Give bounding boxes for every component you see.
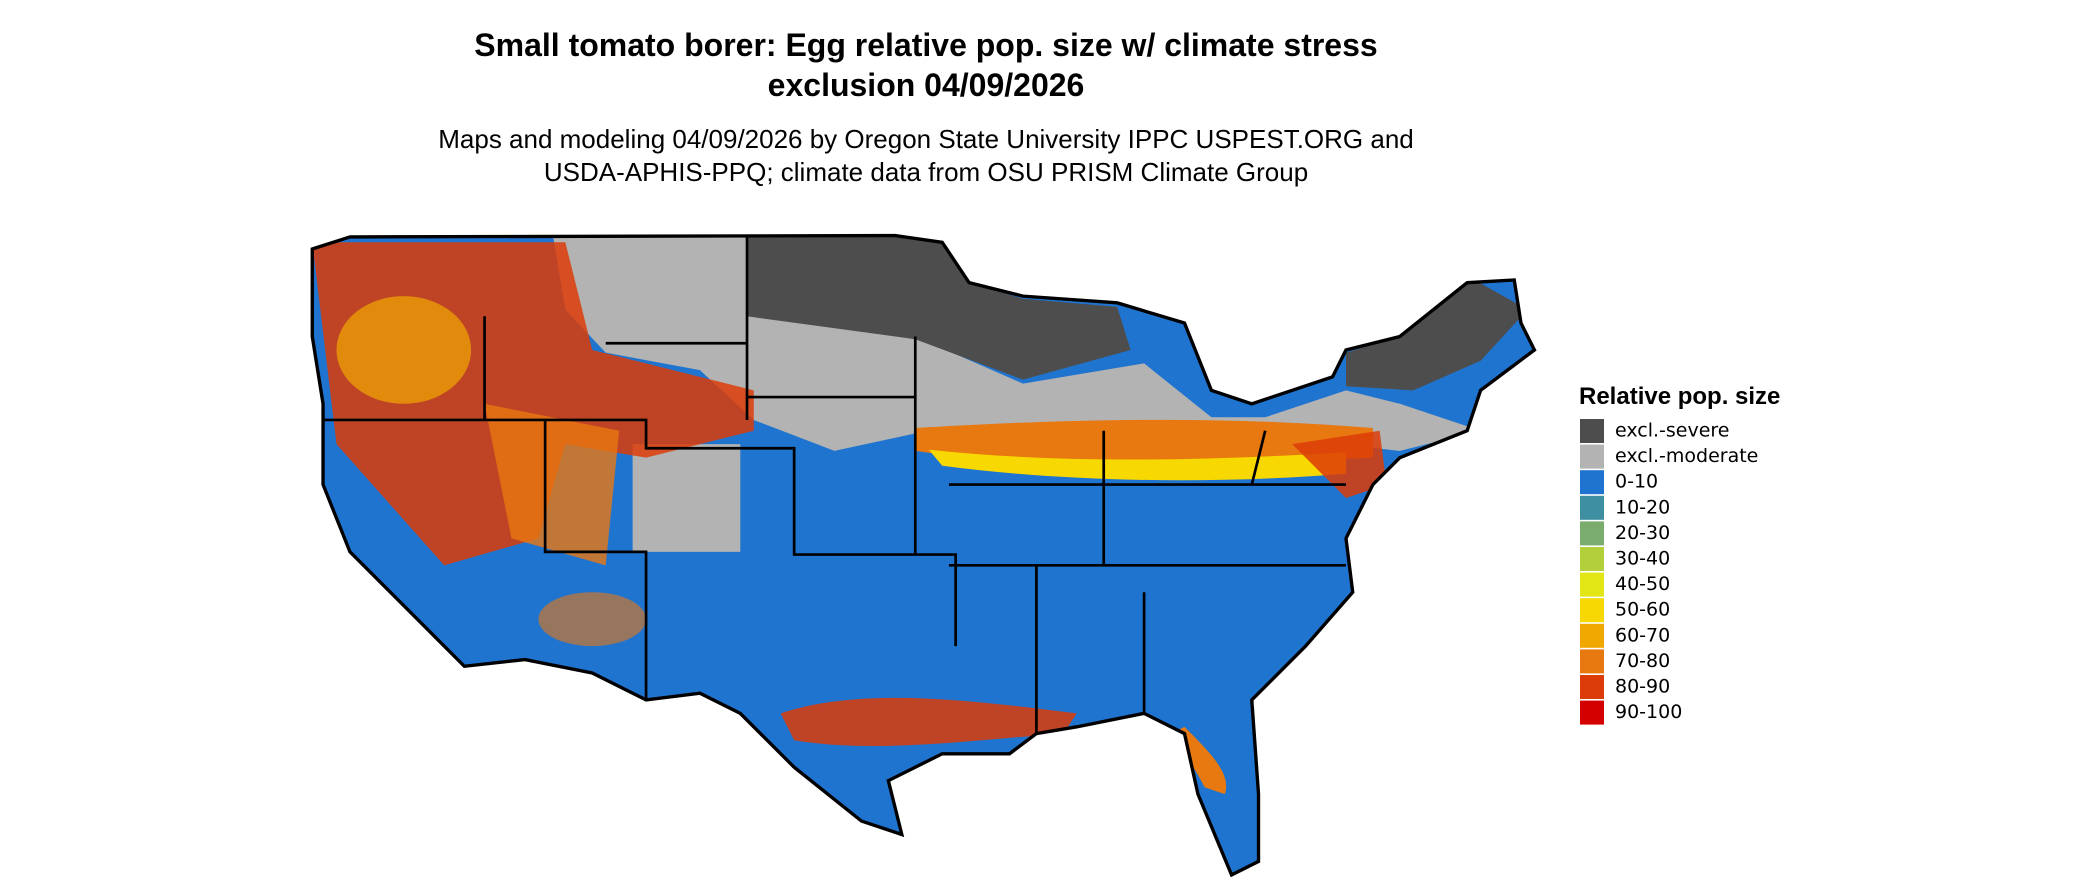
legend-swatch (1580, 649, 1604, 674)
legend-label: 30-40 (1615, 548, 1670, 570)
title-line: Small tomato borer: Egg relative pop. si… (474, 27, 1377, 63)
legend-swatch (1580, 419, 1604, 443)
legend-label: 40-50 (1615, 573, 1670, 595)
legend-label: 70-80 (1615, 650, 1670, 672)
legend-label: 50-60 (1615, 599, 1670, 621)
legend-label: 10-20 (1615, 496, 1670, 518)
legend-swatch (1580, 700, 1604, 725)
legend: excl.-severe excl.-moderate 0-10 10-20 20-30… (1580, 419, 1758, 725)
legend-label: 0-10 (1615, 471, 1658, 493)
legend-label: excl.-severe (1615, 420, 1730, 442)
legend-swatch (1580, 675, 1604, 699)
legend-label: 90-100 (1615, 701, 1682, 723)
title-line: exclusion 04/09/2026 (768, 67, 1085, 103)
legend-swatch (1580, 495, 1604, 520)
legend-swatch (1580, 470, 1604, 495)
subtitle-line: Maps and modeling 04/09/2026 by Oregon S… (438, 124, 1414, 154)
legend-swatch (1580, 598, 1604, 623)
subtitle-line: USDA-APHIS-PPQ; climate data from OSU PR… (544, 157, 1308, 187)
legend-label: excl.-moderate (1615, 445, 1758, 467)
legend-swatch (1580, 521, 1604, 546)
legend-swatch (1580, 547, 1604, 571)
legend-swatch (1580, 623, 1604, 648)
us-map (310, 233, 1537, 878)
legend-swatch (1580, 572, 1604, 597)
legend-swatch (1580, 444, 1604, 469)
legend-title: Relative pop. size (1579, 383, 1780, 410)
legend-label: 60-70 (1615, 624, 1670, 646)
legend-label: 20-30 (1615, 522, 1670, 544)
legend-label: 80-90 (1615, 676, 1670, 698)
